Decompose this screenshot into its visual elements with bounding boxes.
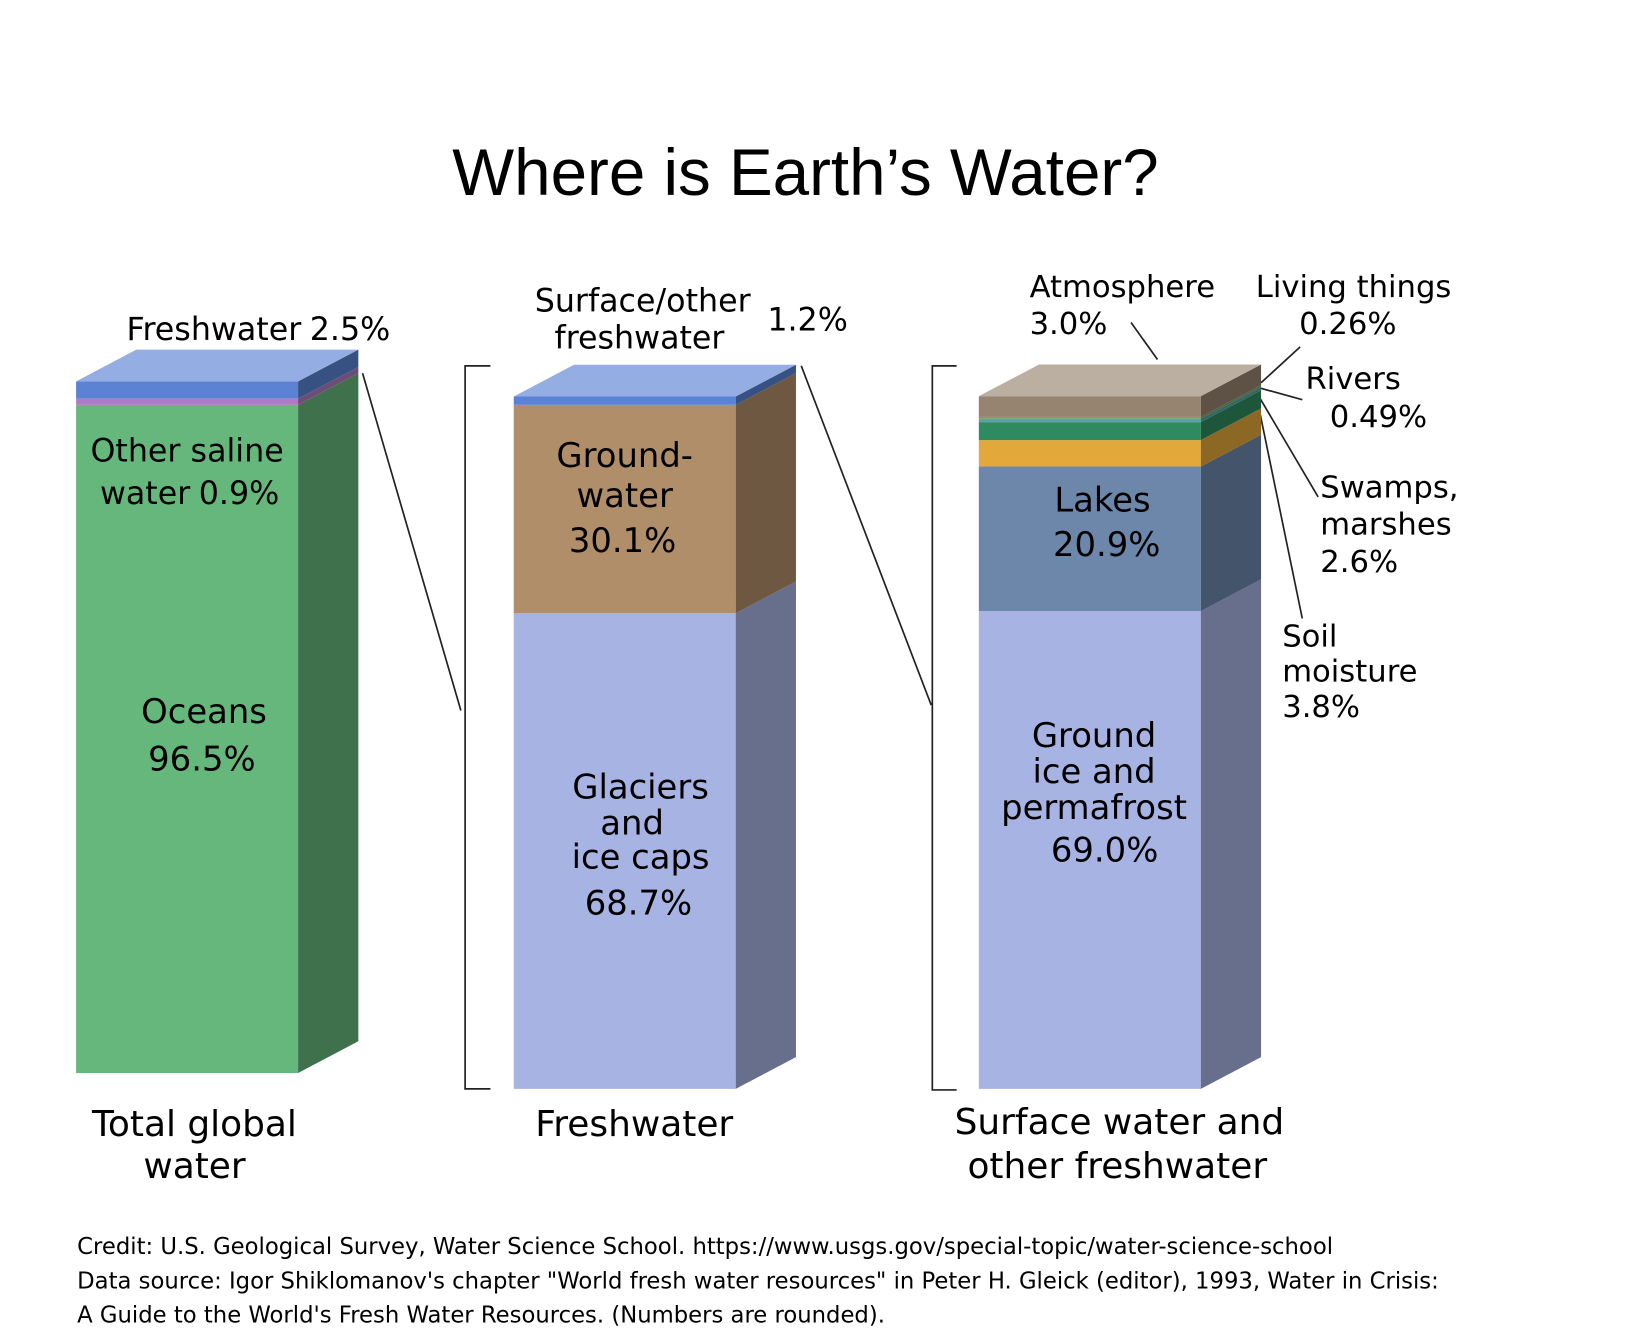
- segment-label: Ground ice and permafrost: [1001, 715, 1187, 826]
- value-label: 0.26%: [1299, 307, 1396, 342]
- value-label: 2.5%: [310, 312, 391, 348]
- bar-segment: [76, 381, 299, 399]
- value-label: 2.6%: [1320, 545, 1398, 580]
- value-label: 20.9%: [1053, 525, 1160, 564]
- connectors: [268, 322, 1319, 1091]
- bar-segment: [76, 404, 299, 1074]
- footer-text: Credit: U.S. Geological Survey, Water Sc…: [77, 1234, 1333, 1260]
- value-label: 0.49%: [1330, 400, 1427, 435]
- bar-side: [1200, 385, 1262, 419]
- bar-side: [298, 349, 359, 399]
- bar-side: [735, 364, 796, 405]
- value-label: 3.8%: [1282, 690, 1360, 725]
- segment-label: Other saline water: [90, 434, 283, 512]
- bar-side: [1200, 387, 1262, 423]
- value-label: 1.2%: [767, 302, 848, 338]
- bar-side: [1200, 364, 1262, 417]
- column-label: Freshwater: [535, 1104, 733, 1145]
- value-label: 3.0%: [1030, 307, 1108, 342]
- bar-side: [298, 366, 359, 405]
- bar-top: [513, 364, 796, 397]
- bar-side: [735, 373, 796, 614]
- bar-segment: [978, 418, 1201, 423]
- segment-label: Ground-water: [556, 435, 693, 514]
- segment-label: Swamps, marshes: [1320, 470, 1458, 542]
- bar-side: [1200, 390, 1262, 441]
- bar-top: [76, 349, 359, 382]
- bar-segment: [513, 613, 736, 1089]
- leader-line: [1260, 346, 1301, 384]
- value-label: 96.5%: [148, 740, 255, 779]
- value-label: 30.1%: [569, 521, 676, 560]
- bar-side: [1200, 579, 1262, 1089]
- segment-label: Freshwater: [127, 312, 303, 348]
- segment-label: Surface/other freshwater: [535, 283, 752, 356]
- segment-label: Soil moisture: [1282, 619, 1417, 689]
- bracket: [931, 365, 957, 1091]
- value-label: 69.0%: [1051, 831, 1158, 870]
- bar-side: [1200, 434, 1262, 612]
- segment-label: Rivers: [1305, 362, 1400, 397]
- footer-text: A Guide to the World's Fresh Water Resou…: [77, 1303, 885, 1329]
- connector: [800, 365, 933, 706]
- bracket: [464, 365, 491, 1090]
- column-label: Total global water: [91, 1104, 297, 1187]
- bar-segment: [513, 404, 736, 614]
- bar-side: [298, 373, 359, 1074]
- segment-label: Living things: [1256, 270, 1452, 305]
- segment-label: Glaciers and ice caps: [572, 767, 710, 876]
- leader-line: [1258, 407, 1304, 619]
- segment-label: Oceans: [141, 692, 267, 731]
- bar-top: [978, 364, 1262, 397]
- bar-segment: [978, 416, 1201, 419]
- column-label: Surface water and other freshwater: [955, 1102, 1285, 1187]
- chart-title: Where is Earth’s Water?: [452, 136, 1158, 209]
- value-label: 68.7%: [585, 883, 692, 922]
- bar-side: [1200, 408, 1262, 467]
- bar-segment: [978, 422, 1201, 441]
- leader-line: [1130, 322, 1159, 361]
- bar-segment: [978, 440, 1201, 467]
- connector: [361, 373, 462, 711]
- leader-line: [1258, 396, 1319, 498]
- bar-side: [735, 581, 796, 1089]
- bar-segment: [978, 396, 1201, 417]
- value-label: 0.9%: [199, 476, 280, 512]
- segment-label: Lakes: [1054, 481, 1150, 520]
- bar-segment: [978, 466, 1201, 612]
- bar-segment: [513, 396, 736, 405]
- bar-segment: [978, 611, 1201, 1089]
- footer-text: Data source: Igor Shiklomanov's chapter …: [77, 1268, 1439, 1294]
- segment-label: Atmosphere: [1030, 270, 1216, 305]
- leader-line: [1259, 387, 1303, 401]
- bar-segment: [76, 398, 299, 405]
